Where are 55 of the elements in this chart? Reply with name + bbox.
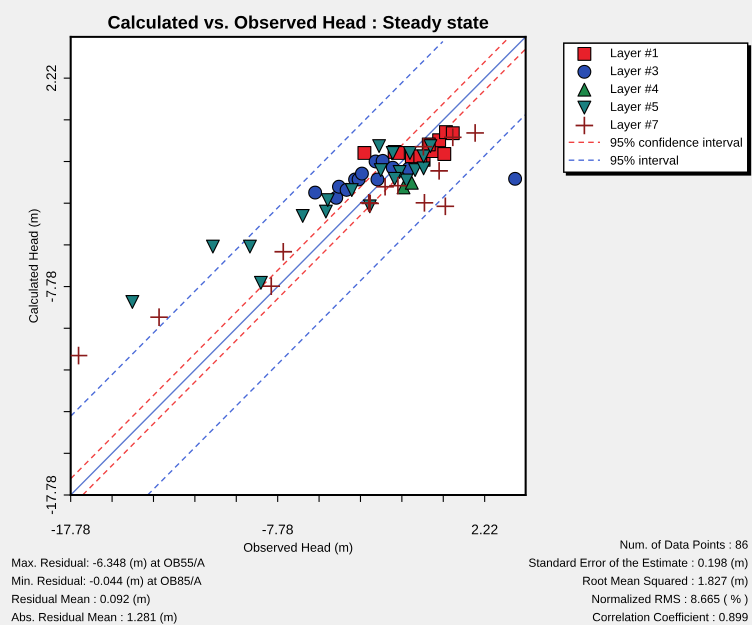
legend-label: Layer #5: [611, 102, 658, 114]
point: [254, 276, 268, 290]
point: [318, 204, 333, 218]
text: Max. Residual: -6.348 (m) at OB55/A: [12, 558, 205, 570]
x-tick-label: 2.22: [472, 524, 498, 534]
text: Root Mean Squared : 1.827 (m): [583, 576, 748, 588]
point: [354, 166, 369, 181]
point: [320, 193, 335, 208]
text: Normalized RMS : 8.665 ( % ): [592, 594, 748, 606]
y-axis-title: Calculated Head (m): [28, 209, 40, 323]
legend-label: 95% confidence interval: [610, 138, 742, 147]
point: [508, 172, 522, 186]
point: [388, 176, 408, 196]
text: Num. of Data Points : 86: [620, 540, 748, 549]
point: [416, 161, 431, 176]
x-axis-title: Observed Head (m): [244, 542, 352, 554]
point: [437, 147, 452, 161]
y-tick-label: 2.22: [46, 65, 56, 91]
point: [206, 240, 220, 254]
point: [402, 146, 417, 160]
text: Min. Residual: -0.044 (m) at OB85/A: [12, 576, 202, 588]
point: [436, 196, 455, 216]
point: [466, 123, 485, 143]
legend-label: Layer #1: [611, 48, 658, 60]
point: [443, 128, 462, 147]
text: Correlation Coefficient : 0.899: [592, 612, 748, 622]
point: [414, 193, 434, 212]
point: [357, 146, 372, 160]
point: [344, 183, 359, 198]
legend-label: 95% interval: [610, 156, 678, 165]
legend-label: Layer #7: [611, 120, 658, 132]
point: [414, 137, 434, 156]
legend-label: Layer #3: [611, 66, 658, 78]
point: [430, 161, 449, 181]
point: [242, 240, 257, 254]
text: Abs. Residual Mean : 1.281 (m): [11, 612, 177, 624]
point: [375, 177, 395, 196]
chart-title: Calculated vs. Observed Head : Steady state: [108, 15, 488, 32]
point: [296, 208, 310, 223]
text: Residual Mean : 0.092 (m): [12, 594, 150, 606]
point: [125, 295, 140, 309]
point: [399, 174, 414, 188]
text: Standard Error of the Estimate : 0.198 (m): [528, 558, 748, 570]
legend-label: Layer #4: [611, 84, 658, 96]
point: [308, 186, 322, 200]
y-tick-label: -7.78: [46, 271, 56, 302]
point: [388, 172, 402, 186]
point: [372, 139, 386, 154]
point: [149, 308, 169, 327]
point: [370, 172, 384, 186]
point: [262, 276, 281, 296]
point: [374, 163, 388, 178]
point: [274, 242, 293, 262]
point: [70, 346, 88, 366]
x-tick-label: -7.78: [262, 524, 293, 534]
